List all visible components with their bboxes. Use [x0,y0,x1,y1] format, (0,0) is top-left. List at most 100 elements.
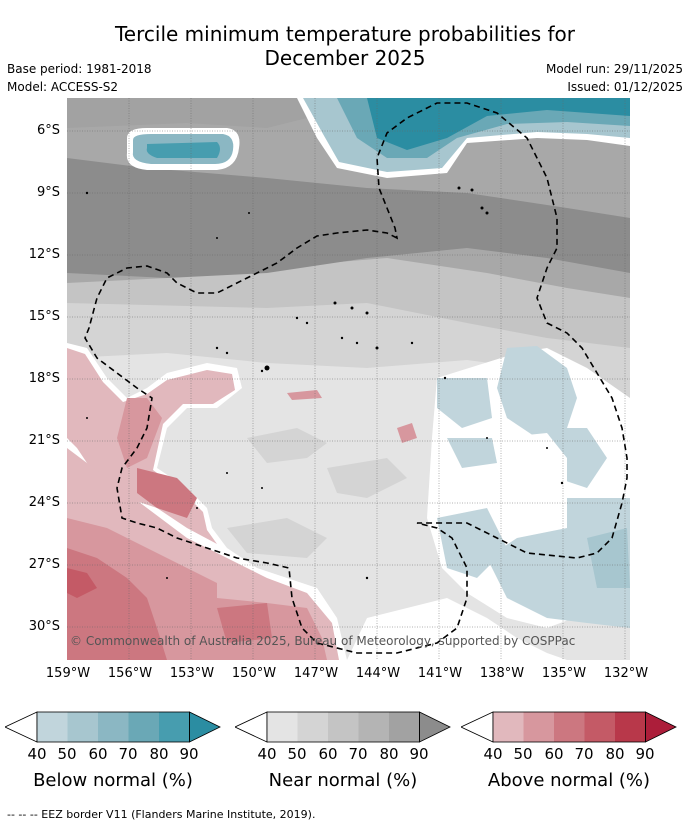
legend-below-tick-90: 90 [179,745,199,763]
model-name: Model: ACCESS-S2 [7,80,119,94]
below-normal-east-g [587,528,630,588]
legend-below-tick-60: 60 [88,745,108,763]
copyright-text: © Commonwealth of Australia 2025, Bureau… [70,634,576,648]
legend-below-tick-50: 50 [57,745,77,763]
lon-label-138w: 138°W [479,666,525,681]
near-normal-patch-b [327,458,407,498]
legend-near-normal-colorbar [235,711,451,743]
lat-label-12s: 12°S [28,247,60,262]
above-normal-west-d [117,398,162,468]
lat-label-6s: 6°S [36,123,60,138]
lat-label-15s: 15°S [28,309,60,324]
lat-label-30s: 30°S [28,619,60,634]
above-normal-west-f [67,548,167,660]
legend-near-swatch-2 [297,712,328,742]
above-normal-west-e [137,468,197,518]
neutral-patch-b [347,598,567,660]
lat-label-21s: 21°S [28,433,60,448]
legend-above-tick-90: 90 [635,745,655,763]
legend-near-tick-40: 40 [257,745,277,763]
lon-label-159w: 159°W [45,666,91,681]
near-normal-patch-c [227,518,327,558]
legend-below-arrow-low [5,711,38,743]
base-period: Base period: 1981-2018 [7,62,152,76]
legend-above-title: Above normal (%) [487,770,651,791]
above-normal-west-g [67,568,97,598]
legend-below-normal-colorbar [5,711,221,743]
below-normal-east-e [487,498,630,628]
legend-above-swatch-3 [554,712,585,742]
lon-label-144w: 144°W [355,666,401,681]
legend-below-swatch-4 [128,712,159,742]
legend-near-title: Near normal (%) [268,770,418,791]
legend-below-swatch-1 [37,712,68,742]
lon-label-135w: 135°W [541,666,587,681]
below-normal-east-c [447,438,497,468]
lon-label-132w: 132°W [603,666,649,681]
title-line-2: December 2025 [264,46,426,70]
legend-below-tick-80: 80 [149,745,169,763]
legend-above-swatch-2 [523,712,554,742]
islands [85,186,564,580]
legend-above-swatch-1 [493,712,524,742]
near-normal-80-band [67,158,630,278]
near-normal-top-strip [67,98,307,128]
issued-date: Issued: 01/12/2025 [567,80,683,94]
legend-near-swatch-4 [358,712,389,742]
legend-above-tick-80: 80 [605,745,625,763]
below-normal-east-a [497,346,577,438]
legend-above-tick-40: 40 [483,745,503,763]
above-normal-west-h [217,603,272,643]
legend-below-tick-70: 70 [118,745,138,763]
legend-below-tick-40: 40 [27,745,47,763]
legend-near-arrow-high [419,711,451,743]
legend-near-arrow-low [235,711,268,743]
neutral-patch-a [497,433,567,518]
lon-label-156w: 156°W [107,666,153,681]
probability-map [67,98,630,660]
title-line-1: Tercile minimum temperature probabilitie… [114,22,576,46]
legend-above-tick-70: 70 [574,745,594,763]
model-run: Model run: 29/11/2025 [545,62,683,76]
lat-label-9s: 9°S [36,185,60,200]
legend-below-arrow-high [189,711,221,743]
legend-above-normal-colorbar [461,711,677,743]
below-normal-blob-nw-core [146,142,220,158]
lat-label-18s: 18°S [28,371,60,386]
lon-label-141w: 141°W [417,666,463,681]
meta-right: Model run: 29/11/2025 Issued: 01/12/2025 [546,60,683,96]
legend-above-arrow-high [645,711,677,743]
eez-border-french-polynesia [84,102,628,654]
legend-near-swatch-3 [328,712,359,742]
legend-above-swatch-4 [584,712,615,742]
legend-near-tick-70: 70 [348,745,368,763]
legend-below-swatch-5 [159,712,190,742]
legend-near-tick-90: 90 [409,745,429,763]
lon-label-147w: 147°W [293,666,339,681]
legend-above-arrow-low [461,711,494,743]
legend-near-tick-50: 50 [287,745,307,763]
legend-near-tick-80: 80 [379,745,399,763]
lon-label-150w: 150°W [231,666,277,681]
gridlines [67,98,630,660]
legend-near-tick-60: 60 [318,745,338,763]
lat-label-27s: 27°S [28,557,60,572]
eez-footer-note: -- -- -- EEZ border V11 (Flanders Marine… [7,808,316,821]
legend-below-title: Below normal (%) [33,770,193,791]
meta-left: Base period: 1981-2018 Model: ACCESS-S2 [7,60,152,96]
legend-above-tick-50: 50 [513,745,533,763]
legend-near-swatch-5 [389,712,420,742]
legend-above-swatch-5 [615,712,646,742]
below-normal-blob-ne-core [367,98,630,150]
legend-below-swatch-2 [67,712,98,742]
near-normal-patch-a [247,428,327,463]
lat-label-24s: 24°S [28,495,60,510]
above-normal-spot [397,423,417,443]
legend-above-tick-60: 60 [544,745,564,763]
map-title: Tercile minimum temperature probabilitie… [0,22,690,70]
above-normal-spot-2 [287,390,322,400]
lon-label-153w: 153°W [169,666,215,681]
below-normal-east-b [437,378,492,428]
below-normal-east-f [437,508,507,578]
legend-near-swatch-1 [267,712,298,742]
